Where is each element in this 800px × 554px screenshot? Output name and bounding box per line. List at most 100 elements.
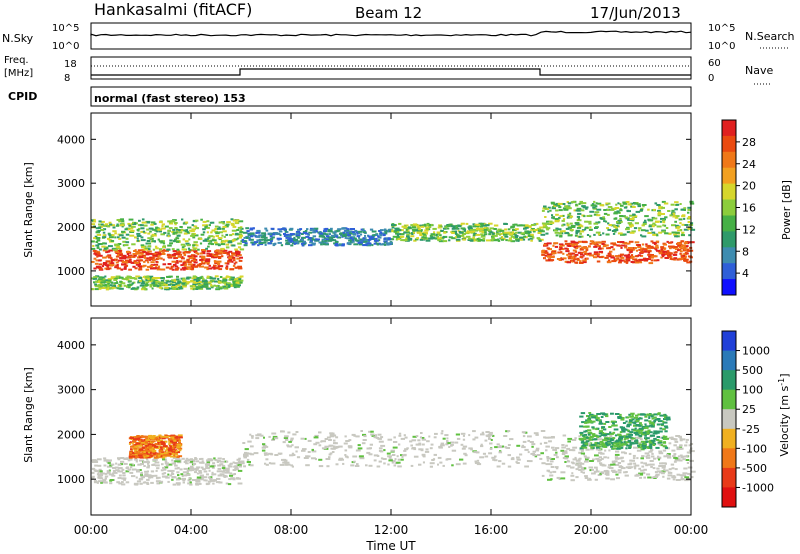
heatmap-cell (121, 230, 126, 233)
heatmap-cell (153, 222, 157, 225)
heatmap-cell (359, 457, 365, 460)
heatmap-cell (488, 233, 492, 236)
heatmap-cell (494, 238, 499, 241)
heatmap-cell (112, 230, 117, 233)
heatmap-cell (680, 476, 683, 479)
heatmap-cell (158, 454, 161, 457)
heatmap-cell (671, 258, 675, 261)
heatmap-cell (98, 278, 103, 281)
heatmap-cell (380, 457, 384, 460)
heatmap-cell (312, 235, 317, 238)
heatmap-cell (209, 477, 213, 480)
heatmap-cell (133, 254, 137, 257)
heatmap-cell (434, 237, 440, 240)
heatmap-cell (686, 261, 691, 264)
heatmap-cell (346, 456, 349, 459)
heatmap-cell (527, 238, 530, 241)
heatmap-cell (155, 476, 161, 479)
heatmap-cell (162, 258, 165, 261)
heatmap-cell (222, 240, 227, 243)
heatmap-cell (566, 207, 570, 210)
heatmap-cell (131, 255, 136, 258)
heatmap-cell (96, 266, 102, 269)
heatmap-cell (485, 431, 490, 433)
heatmap-cell (583, 433, 588, 436)
heatmap-cell (622, 422, 626, 424)
heatmap-cell (617, 443, 620, 446)
heatmap-cell (446, 458, 452, 461)
heatmap-cell (95, 244, 100, 247)
heatmap-cell (240, 462, 245, 465)
heatmap-cell (348, 446, 353, 449)
heatmap-cell (612, 463, 616, 466)
heatmap-cell (667, 474, 673, 477)
heatmap-cell (200, 461, 205, 464)
heatmap-cell (321, 232, 327, 235)
heatmap-cell (160, 268, 166, 271)
heatmap-cell (503, 222, 507, 225)
heatmap-cell (608, 202, 611, 205)
heatmap-cell (115, 277, 121, 279)
heatmap-cell (122, 472, 126, 474)
heatmap-cell (551, 250, 557, 253)
heatmap-cell (687, 206, 692, 209)
heatmap-cell (593, 200, 596, 203)
heatmap-cell (218, 257, 222, 259)
heatmap-cell (550, 463, 553, 466)
heatmap-cell (449, 441, 455, 444)
heatmap-cell (120, 218, 124, 221)
heatmap-cell (574, 261, 578, 264)
heatmap-cell (592, 206, 596, 209)
heatmap-cell (172, 441, 177, 443)
heatmap-cell (535, 449, 539, 452)
heatmap-cell (179, 226, 183, 228)
heatmap-cell (683, 228, 689, 231)
heatmap-cell (325, 235, 330, 238)
heatmap-cell (174, 436, 178, 439)
heatmap-cell (480, 235, 486, 238)
heatmap-cell (118, 218, 121, 221)
heatmap-cell (199, 263, 203, 265)
heatmap-cell (114, 236, 117, 239)
heatmap-cell (634, 247, 637, 249)
heatmap-cell (136, 239, 140, 242)
heatmap-cell (299, 228, 303, 231)
heatmap-cell (249, 227, 255, 230)
heatmap-cell (598, 246, 601, 249)
heatmap-cell (153, 458, 158, 461)
heatmap-cell (178, 436, 183, 439)
heatmap-cell (325, 233, 329, 236)
heatmap-cell (102, 284, 107, 287)
heatmap-cell (615, 442, 618, 445)
heatmap-cell (446, 437, 449, 440)
heatmap-cell (439, 237, 445, 240)
heatmap-cell (246, 452, 250, 455)
heatmap-cell (679, 250, 683, 253)
heatmap-cell (549, 223, 553, 225)
heatmap-cell (400, 437, 405, 440)
heatmap-cell (162, 251, 165, 254)
heatmap-cell (554, 231, 560, 234)
heatmap-cell (388, 456, 392, 459)
heatmap-cell (672, 212, 675, 215)
heatmap-cell (150, 437, 155, 440)
heatmap-cell (145, 458, 149, 461)
heatmap-cell (198, 287, 204, 290)
heatmap-cell (171, 260, 177, 263)
heatmap-cell (621, 417, 625, 419)
heatmap-cell (192, 220, 197, 223)
heatmap-cell (171, 459, 174, 462)
heatmap-cell (635, 436, 640, 439)
heatmap-cell (387, 237, 391, 240)
heatmap-cell (122, 255, 127, 257)
heatmap-cell (463, 229, 466, 232)
heatmap-cell (109, 267, 112, 270)
heatmap-cell (230, 222, 235, 225)
heatmap-cell (243, 456, 247, 459)
heatmap-cell (641, 243, 645, 246)
heatmap-cell (128, 454, 132, 457)
heatmap-cell (680, 208, 685, 211)
heatmap-cell (246, 461, 251, 463)
heatmap-cell (239, 229, 243, 232)
heatmap-cell (550, 478, 553, 481)
